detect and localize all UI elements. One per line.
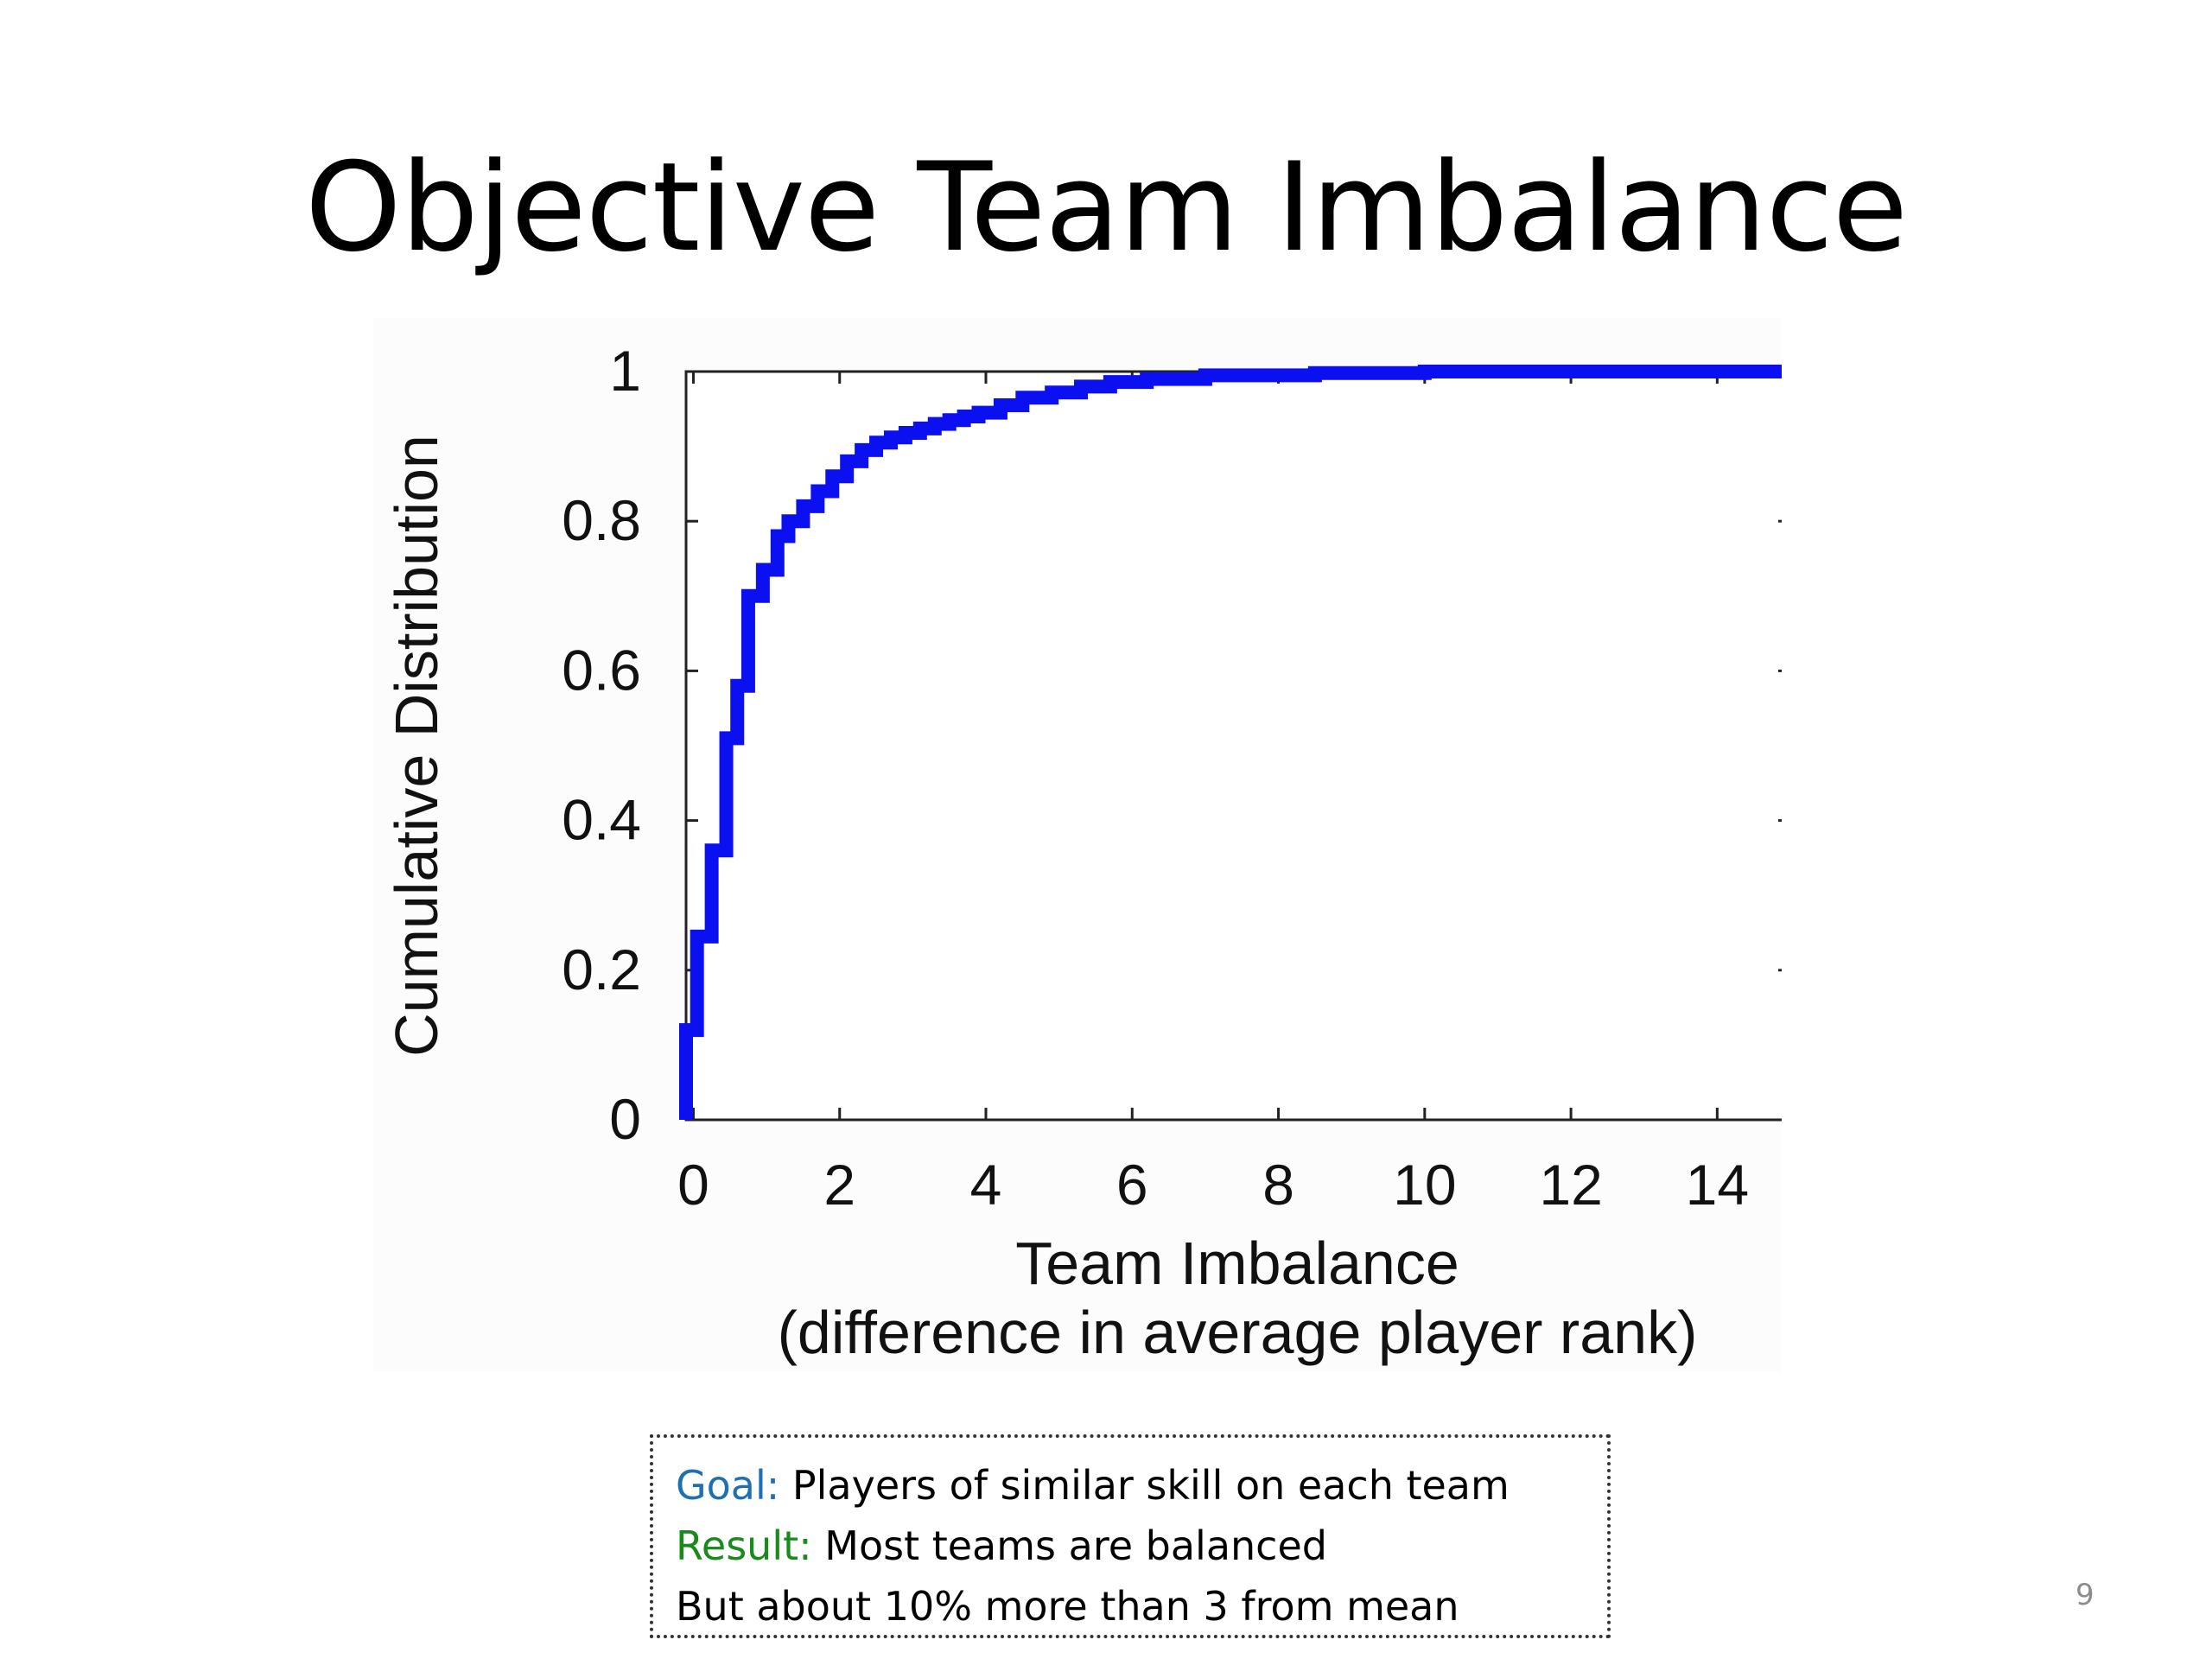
chart-panel: 0 2 4 6 8 10 12 14 0 0.2 0.4 0.6 0.8 1 Cumulative Dis… xyxy=(373,318,1792,1372)
y-axis-label: Cumulative Distribution xyxy=(383,435,450,1057)
y-tick-label: 0.2 xyxy=(562,938,641,1001)
goal-label: Goal: xyxy=(676,1462,780,1509)
cdf-chart: 0 2 4 6 8 10 12 14 0 0.2 0.4 0.6 0.8 1 Cumulative Dis… xyxy=(383,339,1792,1366)
extra-text: But about 10% more than 3 from mean xyxy=(676,1583,1459,1630)
note-box: Goal: Players of similar skill on each t… xyxy=(650,1434,1611,1638)
result-line: Result: Most teams are balanced xyxy=(676,1516,1607,1576)
goal-text: Players of similar skill on each team xyxy=(791,1462,1510,1509)
x-tick-label: 6 xyxy=(1116,1153,1148,1217)
y-tick-label: 0.8 xyxy=(562,488,641,552)
x-axis-label-line-1: Team Imbalance xyxy=(1015,1230,1459,1297)
slide-title: Objective Team Imbalance xyxy=(304,137,1908,279)
series-layer xyxy=(679,365,1790,1120)
result-label: Result: xyxy=(676,1522,812,1569)
y-tick-label: 0.6 xyxy=(562,638,641,702)
x-tick-label: 8 xyxy=(1262,1153,1294,1217)
goal-line: Goal: Players of similar skill on each t… xyxy=(676,1455,1607,1516)
x-tick-label: 2 xyxy=(823,1153,855,1217)
result-text: Most teams are balanced xyxy=(824,1522,1327,1569)
y-tick-label: 0.4 xyxy=(562,788,641,852)
y-tick-label: 0 xyxy=(609,1087,641,1151)
x-axis-label-line-2: (difference in average player rank) xyxy=(778,1299,1698,1366)
y-tick-label: 1 xyxy=(609,339,641,403)
plot-frame xyxy=(684,370,1792,1122)
cdf-series-line xyxy=(679,365,1790,1120)
x-tick-label: 14 xyxy=(1686,1153,1749,1217)
extra-line: But about 10% more than 3 from mean xyxy=(676,1576,1607,1637)
page-number: 9 xyxy=(2075,1578,2094,1612)
x-tick-label: 4 xyxy=(970,1153,1002,1217)
x-tick-label: 10 xyxy=(1393,1153,1456,1217)
axis-ticks: 0 2 4 6 8 10 12 14 0 0.2 0.4 0.6 0.8 1 xyxy=(562,339,1790,1217)
x-tick-label: 0 xyxy=(677,1153,709,1217)
x-tick-label: 12 xyxy=(1539,1153,1602,1217)
